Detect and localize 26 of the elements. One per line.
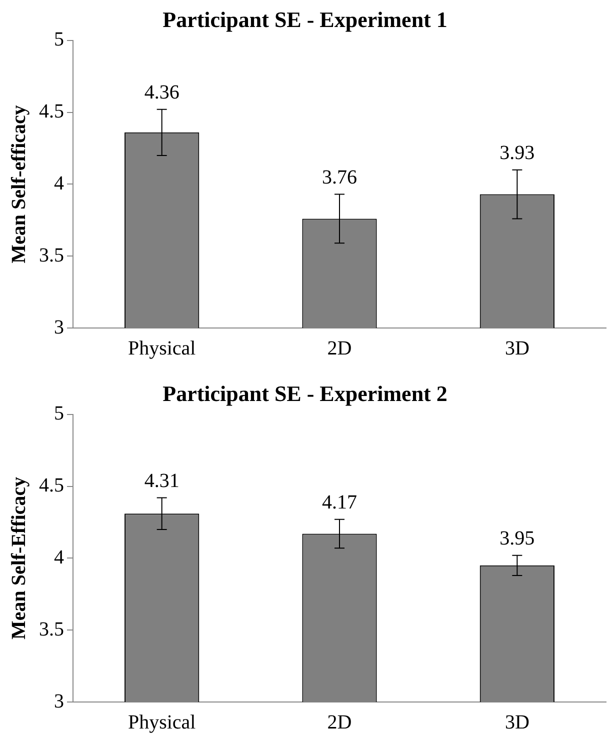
y-axis-title: Mean Self-efficacy: [8, 105, 30, 264]
y-tick-label: 3: [54, 316, 64, 338]
data-label: 4.36: [144, 82, 180, 104]
y-tick-label: 3: [54, 690, 64, 712]
data-label: 3.76: [322, 166, 357, 189]
x-tick-label: 2D: [327, 711, 352, 734]
x-tick-label: 2D: [327, 337, 352, 360]
data-label: 3.95: [500, 528, 535, 550]
data-label: 4.31: [144, 470, 180, 492]
data-label: 3.93: [500, 142, 535, 164]
x-tick-label: Physical: [128, 711, 196, 734]
y-tick-label: 5: [54, 402, 64, 425]
x-tick-label: Physical: [128, 337, 196, 360]
x-tick-label: 3D: [504, 711, 530, 734]
x-tick-label: 3D: [504, 337, 530, 360]
y-tick-label: 3.5: [39, 244, 64, 266]
chart-title: Participant SE - Experiment 2: [162, 380, 448, 406]
y-tick-label: 4.5: [39, 100, 64, 123]
y-tick-label: 3.5: [39, 618, 64, 640]
y-tick-label: 5: [54, 28, 64, 51]
y-axis-title: Mean Self-Efficacy: [8, 476, 30, 640]
data-label: 4.17: [322, 492, 357, 514]
y-tick-label: 4: [54, 546, 64, 568]
y-tick-label: 4: [54, 172, 64, 194]
chart-title: Participant SE - Experiment 1: [162, 6, 448, 32]
y-tick-label: 4.5: [39, 474, 64, 497]
